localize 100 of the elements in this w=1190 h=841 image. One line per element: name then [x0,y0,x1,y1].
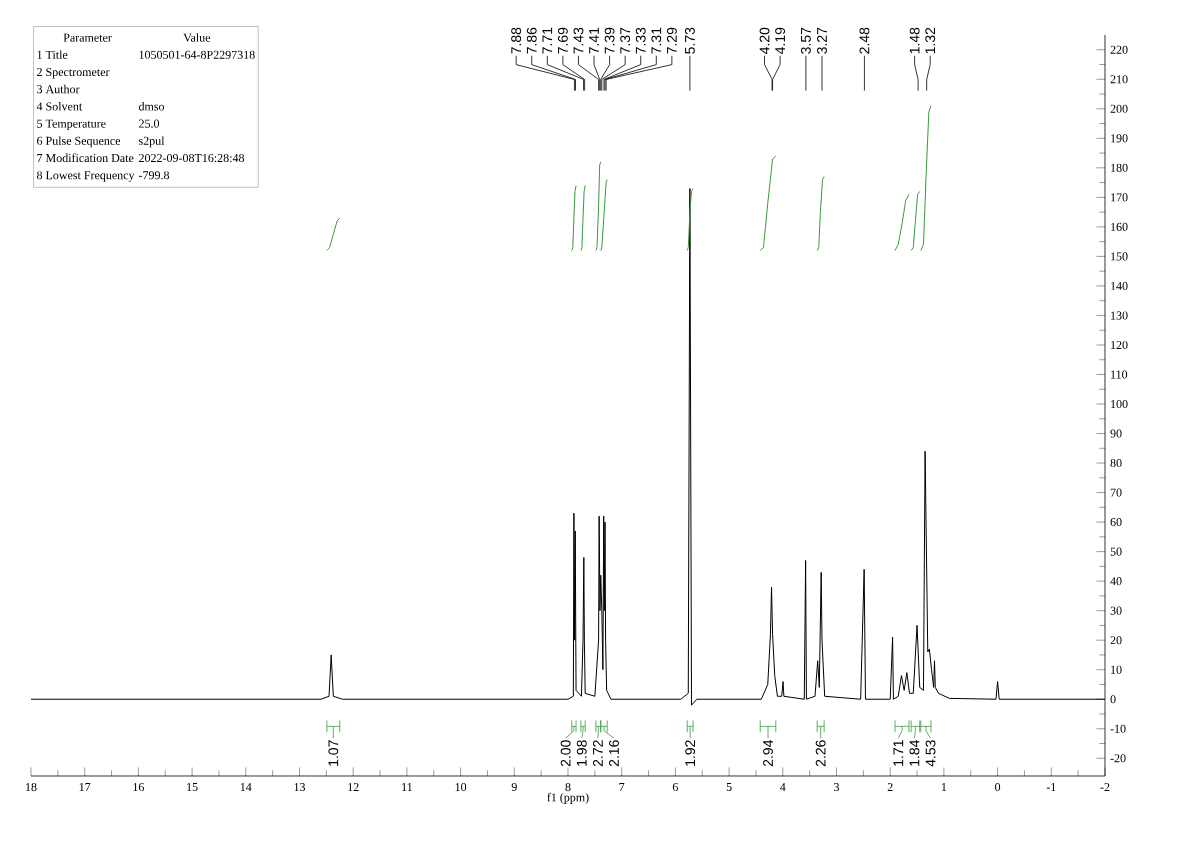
annotation: 3 Author [37,84,80,94]
annotation: 2 Spectrometer [37,67,110,79]
annotation: 1.98 [576,740,587,766]
annotation: 5.73 [684,27,695,54]
x-tick-label: -2 [1100,783,1110,791]
line-series [600,179,608,251]
x-tick-label: 5 [726,783,732,792]
annotation: dmso [138,102,165,111]
line-series [595,161,602,251]
y-tick-label: 40 [1110,577,1122,586]
x-tick-label: 18 [26,783,37,792]
annotation: 1.92 [685,740,696,766]
annotation: 2.72 [592,740,603,767]
annotation: 7.41 [589,27,599,54]
x-tick-label: 16 [133,783,145,792]
annotation: 7.33 [635,27,646,54]
annotation: 7.31 [651,27,662,54]
annotation: 7.71 [542,27,553,54]
annotation: 7.39 [604,27,615,54]
y-tick-label: 160 [1111,222,1128,231]
x-axis-title: f1 (ppm) [547,792,589,804]
annotation: s2pul [139,136,165,148]
x-tick-label: 1 [941,783,947,791]
annotation: 1.48 [909,27,920,54]
x-tick-label: 9 [511,783,517,792]
annotation: 2022-09-08T16:28:48 [139,153,245,163]
y-tick-label: 140 [1111,281,1128,290]
y-tick-label: 90 [1110,429,1122,438]
line-series [910,190,921,251]
y-tick-label: 210 [1110,75,1128,84]
y-tick-label: 190 [1111,134,1128,143]
annotation: 8 Lowest Frequency [37,171,135,182]
y-tick-label: -10 [1110,724,1126,733]
y-tick-label: 0 [1110,695,1116,704]
y-tick-label: 200 [1110,104,1128,113]
y-tick-label: 10 [1111,665,1122,674]
y-tick-label: 80 [1110,458,1122,468]
x-tick-label: 0 [995,783,1001,792]
x-tick-label: 2 [887,783,893,791]
annotation: -799.8 [138,171,170,180]
y-tick-label: 30 [1110,606,1122,615]
y-tick-label: 150 [1111,252,1128,261]
y-tick-label: -20 [1110,754,1126,763]
line-series [686,188,694,251]
annotation: 1.07 [328,740,339,766]
annotation: 1050501-64-8P2297318 [139,50,255,59]
x-tick-label: -1 [1046,783,1056,791]
x-tick-label: 17 [79,783,91,791]
annotation: 3.57 [800,27,811,54]
x-tick-label: 3 [834,783,840,792]
x-tick-label: 12 [348,783,359,791]
y-tick-label: 180 [1111,163,1128,172]
annotation: 4.20 [759,27,770,55]
x-tick-label: 6 [672,783,679,792]
annotation: 5 Temperature [37,119,106,131]
annotation: 4.19 [775,27,786,55]
y-tick-label: 220 [1110,45,1128,54]
y-tick-label: 70 [1110,488,1122,497]
line-series [326,217,341,251]
annotation: 3.27 [817,27,827,54]
y-tick-label: 120 [1111,340,1128,350]
annotation: 25.0 [139,119,160,128]
annotation: 6 Pulse Sequence [37,136,121,148]
y-tick-label: 100 [1111,399,1128,409]
annotation: 7.86 [526,27,537,54]
y-tick-label: 50 [1110,547,1122,556]
annotation: 1 Title [37,50,68,59]
y-tick-label: 130 [1111,311,1128,320]
line-series [759,155,777,251]
annotation: 2.00 [560,740,571,767]
y-tick-label: 60 [1110,518,1122,527]
x-tick-label: 11 [402,783,412,791]
annotation: 1.84 [909,740,920,766]
annotation: 7 Modification Date [37,153,134,163]
annotation: Value [183,33,211,42]
x-tick-label: 4 [780,783,786,791]
x-tick-label: 8 [565,783,571,792]
x-tick-label: 14 [240,783,252,791]
annotation: 1.71 [893,740,904,766]
line-series [571,185,577,251]
annotation: 7.37 [620,27,631,54]
annotation: 7.88 [511,27,522,54]
annotation: 4 Solvent [36,102,83,111]
annotation: 7.29 [666,27,677,54]
annotation: 7.43 [573,27,584,54]
annotation: 4.53 [925,740,936,767]
line-series [920,105,932,251]
y-tick-label: 170 [1111,193,1128,202]
y-tick-label: 20 [1110,636,1122,645]
x-tick-label: 10 [455,783,467,792]
x-tick-label: 7 [619,783,625,791]
annotation: 1.32 [925,27,936,54]
annotation: 2.26 [815,740,826,767]
line-series [894,193,910,251]
annotation: 7.69 [557,27,568,54]
annotation: 2.16 [609,740,619,767]
y-tick-label: 110 [1111,370,1128,379]
line-series [580,185,586,251]
line-series [816,176,825,251]
annotation: 2.48 [859,27,870,54]
